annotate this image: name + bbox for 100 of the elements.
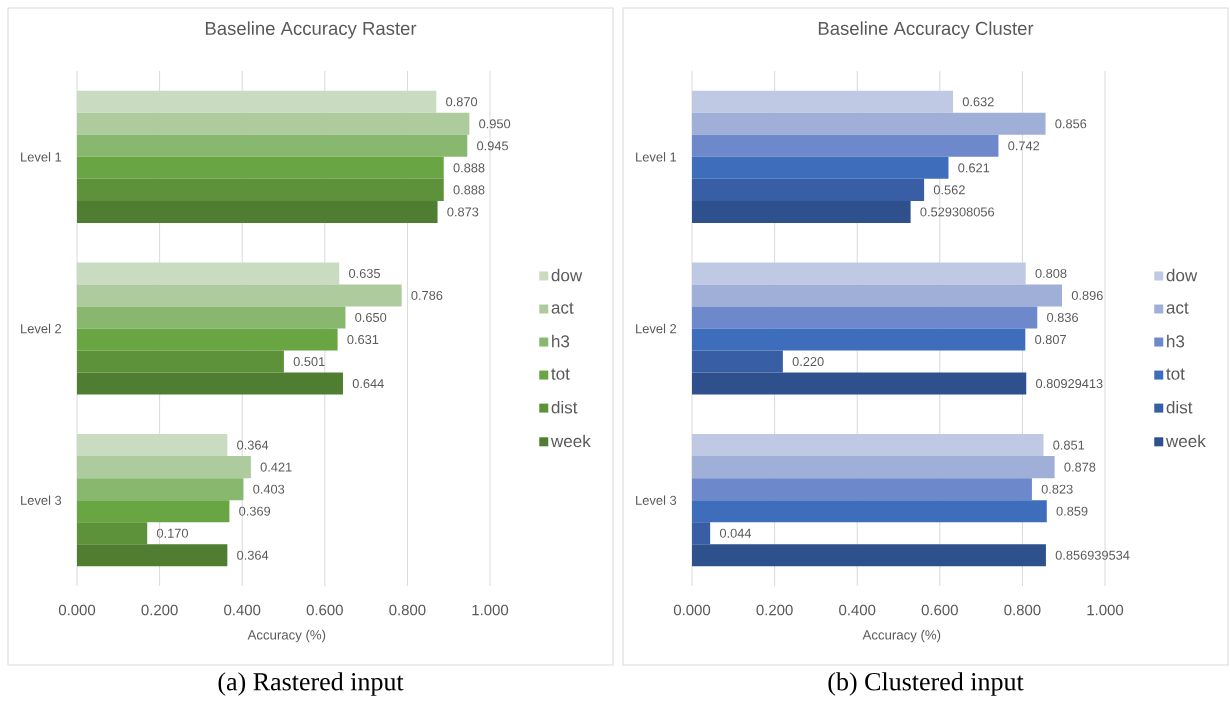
x-axis-title: Accuracy (%): [862, 629, 941, 643]
bar: [77, 544, 228, 567]
data-label: 0.650: [355, 312, 387, 323]
legend-label: act: [551, 302, 574, 314]
bar: [77, 456, 251, 479]
bar: [77, 478, 244, 501]
x-tick-label: 0.000: [673, 604, 711, 616]
data-label: 0.888: [453, 163, 485, 173]
data-label: 0.635: [349, 268, 381, 278]
bar: [692, 156, 949, 179]
bar: [692, 522, 711, 545]
bar: [77, 372, 343, 395]
data-label: 0.836: [1047, 312, 1078, 323]
x-tick-label: 0.400: [839, 604, 876, 616]
chart-title: Baseline Accuracy Cluster: [818, 21, 1034, 39]
legend-label: week: [1165, 434, 1206, 448]
data-label: 0.851: [1053, 440, 1085, 450]
x-axis-title: Accuracy (%): [247, 629, 326, 643]
x-tick-label: 1.000: [472, 604, 509, 616]
data-label: 0.808: [1035, 268, 1067, 278]
legend-label: dist: [551, 400, 578, 414]
bar: [692, 90, 954, 113]
bar: [692, 178, 925, 201]
legend-label: dow: [551, 268, 583, 282]
data-label: 0.859: [1056, 506, 1088, 516]
data-label: 0.856: [1055, 119, 1087, 129]
data-label: 0.220: [792, 357, 824, 367]
bar: [692, 500, 1047, 523]
bar: [77, 262, 340, 285]
data-label: 0.896: [1071, 290, 1103, 300]
bar: [692, 434, 1044, 457]
bar: [692, 200, 911, 223]
bar: [692, 456, 1055, 479]
x-tick-label: 0.200: [756, 604, 793, 616]
data-label: 0.501: [293, 357, 325, 367]
data-label: 0.870: [446, 97, 478, 107]
legend-label: dist: [1166, 400, 1193, 414]
data-label: 0.856939534: [1055, 550, 1130, 560]
text: (a) Rastered input: [218, 672, 404, 696]
data-label: 0.888: [453, 185, 485, 195]
bar: [77, 306, 346, 329]
bar: [77, 156, 444, 179]
bar: [77, 90, 437, 113]
y-tick-label: Level 3: [21, 495, 62, 505]
data-label: 0.562: [933, 185, 965, 195]
legend-label: tot: [551, 368, 570, 380]
data-label: 0.742: [1008, 141, 1040, 151]
data-label: 0.823: [1041, 484, 1073, 494]
data-label: 0.403: [253, 484, 285, 494]
chart-title: Baseline Accuracy Raster: [205, 21, 417, 39]
data-label: 0.529308056: [920, 207, 995, 217]
bar: [77, 200, 438, 223]
bar: [77, 522, 148, 545]
x-tick-label: 1.000: [1087, 604, 1124, 616]
data-label: 0.621: [958, 163, 990, 173]
legend-label: tot: [1166, 368, 1185, 380]
x-tick-label: 0.800: [1004, 604, 1041, 616]
text: (b) Clustered input: [828, 672, 1024, 696]
bar: [692, 372, 1027, 395]
bar: [77, 328, 338, 351]
legend-label: h3: [1167, 334, 1185, 348]
y-tick-label: Level 2: [636, 323, 677, 334]
bar: [692, 262, 1026, 285]
legend-label: week: [550, 434, 591, 448]
data-label: 0.878: [1064, 462, 1096, 472]
legend-label: dow: [1166, 268, 1198, 282]
data-label: 0.873: [447, 207, 479, 217]
bar: [692, 544, 1046, 567]
bar: [77, 434, 228, 457]
data-label: 0.369: [239, 506, 271, 516]
bar: [692, 112, 1046, 135]
bar: [692, 306, 1038, 329]
bar: [692, 134, 999, 157]
bar: [77, 134, 468, 157]
data-label: 0.044: [719, 528, 752, 538]
bar: [692, 350, 783, 373]
x-tick-label: 0.600: [306, 604, 343, 616]
y-tick-label: Level 1: [21, 152, 62, 162]
bar: [692, 478, 1032, 501]
data-label: 0.950: [479, 119, 511, 129]
data-label: 0.631: [347, 335, 379, 345]
y-tick-label: Level 2: [21, 323, 62, 334]
y-tick-label: Level 1: [636, 152, 677, 162]
bar: [77, 178, 444, 201]
legend-label: act: [1166, 302, 1189, 314]
data-label: 0.644: [352, 379, 384, 389]
x-tick-label: 0.200: [141, 604, 178, 616]
data-label: 0.421: [260, 462, 292, 472]
x-tick-label: 0.000: [58, 604, 96, 616]
data-label: 0.945: [477, 141, 509, 151]
bar: [77, 350, 284, 373]
bar: [692, 284, 1063, 307]
bar: [692, 328, 1026, 351]
data-label: 0.786: [411, 290, 443, 300]
x-tick-label: 0.600: [921, 604, 958, 616]
bar: [77, 500, 230, 523]
bar: [77, 284, 402, 307]
data-label: 0.364: [237, 550, 269, 560]
data-label: 0.170: [156, 528, 188, 538]
data-label: 0.364: [237, 440, 269, 450]
